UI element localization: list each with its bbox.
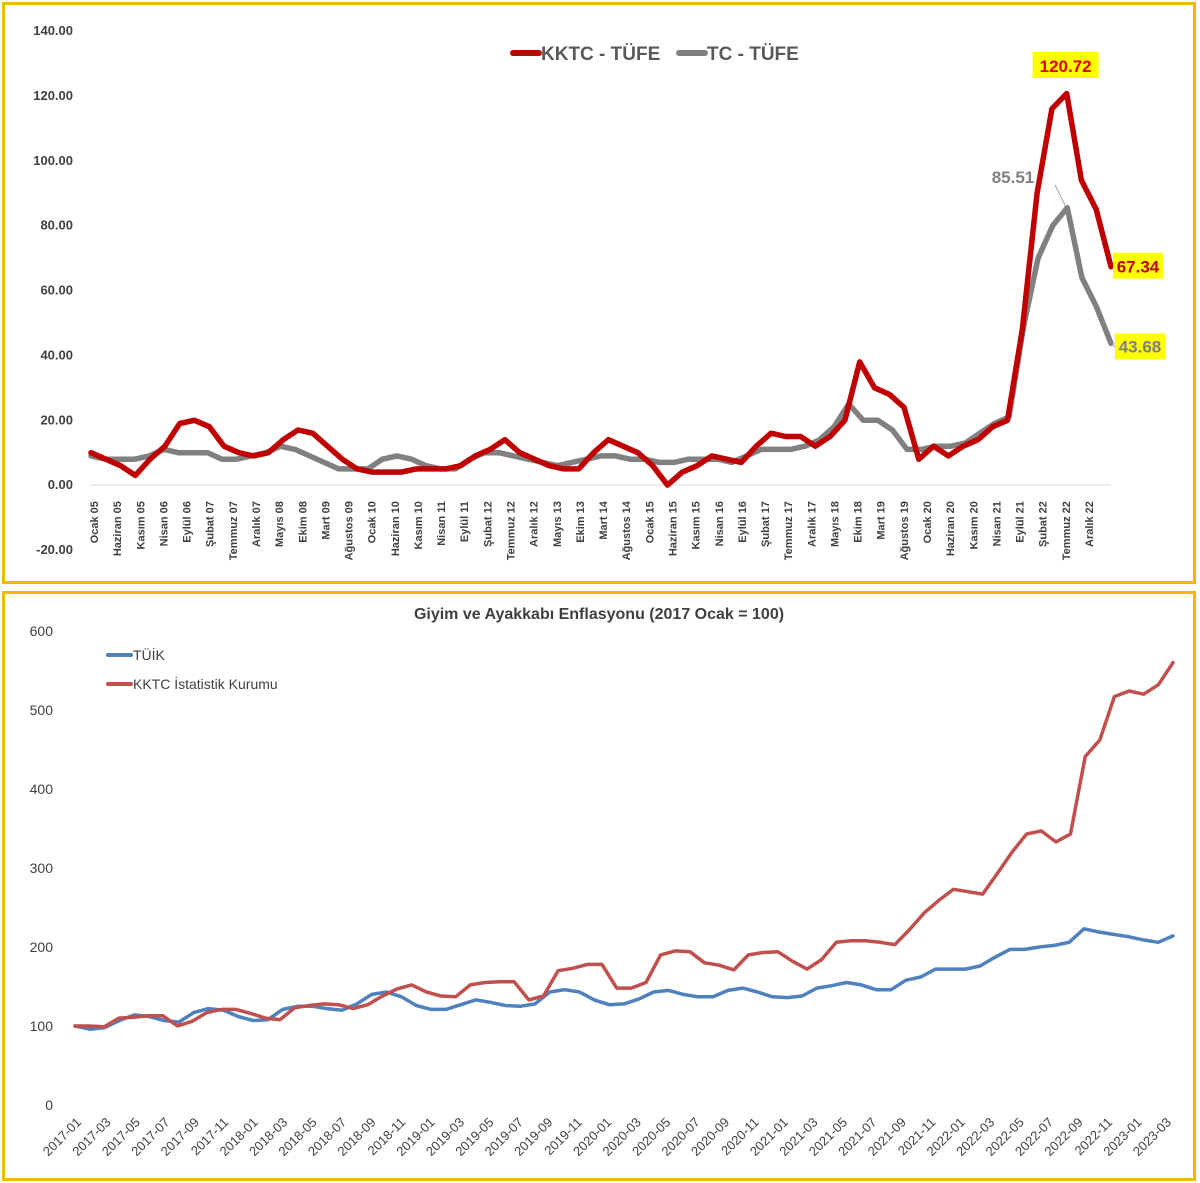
x-tick-label: Temmuz 22	[1061, 501, 1073, 560]
x-tick-label: Aralık 07	[251, 501, 263, 547]
x-tick-label: Ocak 15	[644, 501, 656, 543]
legend-label-tuik: TÜİK	[133, 646, 166, 663]
x-tick-label: Eylül 21	[1015, 501, 1027, 543]
data-label-box	[1113, 252, 1163, 279]
data-label-leader-line	[1054, 184, 1066, 206]
x-tick-label: Kasım 10	[413, 501, 425, 549]
x-tick-label: Temmuz 07	[228, 501, 240, 560]
y-tick-label: 40.00	[40, 347, 73, 362]
kktc-tc-tufe-chart-panel: 140.00 120.00 100.00 80.00 60.00 40.00 20.00 0.…	[2, 2, 1196, 584]
series-line-tc-tufe	[88, 205, 1114, 472]
y-tick-label: 400	[30, 781, 54, 797]
x-tick-label: Aralık 12	[529, 501, 541, 547]
x-tick-label: Haziran 15	[667, 501, 679, 556]
x-tick-label: Temmuz 12	[506, 501, 518, 560]
x-tick-label: Aralık 17	[806, 501, 818, 547]
x-tick-label: Kasım 05	[135, 501, 147, 549]
x-tick-label: Nisan 11	[436, 501, 448, 546]
x-tick-label: Ocak 10	[367, 501, 379, 543]
data-label: 43.68	[1119, 337, 1162, 356]
legend-label-kktc-tufe: KKTC - TÜFE	[541, 44, 660, 65]
x-tick-label: Ocak 20	[922, 501, 934, 543]
x-tick-label: Ekim 18	[853, 501, 865, 543]
x-tick-label: Şubat 22	[1038, 501, 1050, 547]
y-tick-label: 60.00	[40, 283, 73, 298]
y-tick-label: 300	[30, 860, 54, 876]
data-label-box	[1115, 333, 1165, 360]
x-tick-label: Ağustos 14	[621, 500, 633, 560]
x-tick-label: Mayıs 13	[552, 501, 564, 547]
x-tick-label: Şubat 17	[760, 501, 772, 547]
x-tick-label: Kasım 20	[968, 501, 980, 549]
x-tick-label: Eylül 11	[459, 501, 471, 542]
y-tick-label: 140.00	[33, 23, 73, 38]
y-tick-label: 120.00	[33, 88, 73, 103]
y-tick-label: 20.00	[40, 412, 73, 427]
y-tick-label: 100.00	[33, 153, 73, 168]
x-tick-label: Haziran 10	[390, 501, 402, 556]
x-tick-label: Şubat 07	[205, 501, 217, 547]
x-tick-label: Mart 09	[320, 501, 332, 540]
y-tick-label: -20.00	[36, 542, 73, 557]
legend-label-kktc-istatistik-kurumu: KKTC İstatistik Kurumu	[133, 675, 278, 692]
x-tick-label: Ekim 13	[575, 501, 587, 543]
y-tick-label: 200	[30, 939, 54, 955]
data-label-leader-line	[1111, 343, 1116, 348]
data-label-box	[1032, 52, 1099, 78]
x-tick-label: Haziran 05	[112, 501, 124, 556]
y-tick-label: 500	[30, 702, 54, 718]
x-tick-label: Şubat 12	[482, 501, 494, 547]
series-line-kktc-istatistik-kurumu	[73, 660, 1175, 1029]
x-tick-label: Mayıs 08	[274, 501, 286, 547]
x-tick-label: Kasım 15	[691, 501, 703, 549]
x-tick-label: Haziran 20	[945, 501, 957, 556]
chart-title: Giyim ve Ayakkabı Enflasyonu (2017 Ocak …	[414, 606, 784, 623]
x-tick-label: Eylül 16	[737, 501, 749, 543]
y-tick-label: 600	[30, 623, 54, 639]
y-tick-label: 0	[45, 1097, 53, 1113]
clothing-inflation-chart-panel: Giyim ve Ayakkabı Enflasyonu (2017 Ocak …	[2, 591, 1196, 1181]
x-tick-label: Aralık 22	[1084, 501, 1096, 547]
tufe-line-chart: 140.00 120.00 100.00 80.00 60.00 40.00 20.00 0.…	[33, 23, 1165, 560]
data-label: 85.51	[992, 168, 1035, 187]
x-tick-label: Ağustos 09	[344, 501, 356, 560]
y-tick-label: 80.00	[40, 218, 73, 233]
legend-label-tc-tufe: TC - TÜFE	[707, 44, 799, 65]
x-tick-label: Mart 14	[598, 500, 610, 539]
x-tick-label: Ocak 05	[89, 501, 101, 543]
series-line-kktc-tufe	[88, 90, 1114, 488]
x-tick-label: Ekim 08	[297, 501, 309, 543]
y-tick-label: 100	[30, 1018, 54, 1034]
y-tick-label: 0.00	[48, 477, 73, 492]
x-tick-label: Nisan 21	[991, 501, 1003, 546]
x-tick-label: Ağustos 19	[899, 501, 911, 560]
x-tick-label: Mayıs 18	[829, 501, 841, 547]
data-label: 67.34	[1117, 258, 1160, 277]
data-label: 120.72	[1040, 57, 1092, 76]
clothing-inflation-line-chart: Giyim ve Ayakkabı Enflasyonu (2017 Ocak …	[30, 606, 1175, 1159]
x-tick-label: Eylül 06	[182, 501, 194, 543]
series-line-tuik	[73, 927, 1175, 1031]
x-tick-label: Nisan 06	[158, 501, 170, 546]
x-tick-label: Temmuz 17	[783, 501, 795, 560]
x-tick-label: Nisan 16	[714, 501, 726, 546]
x-tick-label: Mart 19	[876, 501, 888, 540]
